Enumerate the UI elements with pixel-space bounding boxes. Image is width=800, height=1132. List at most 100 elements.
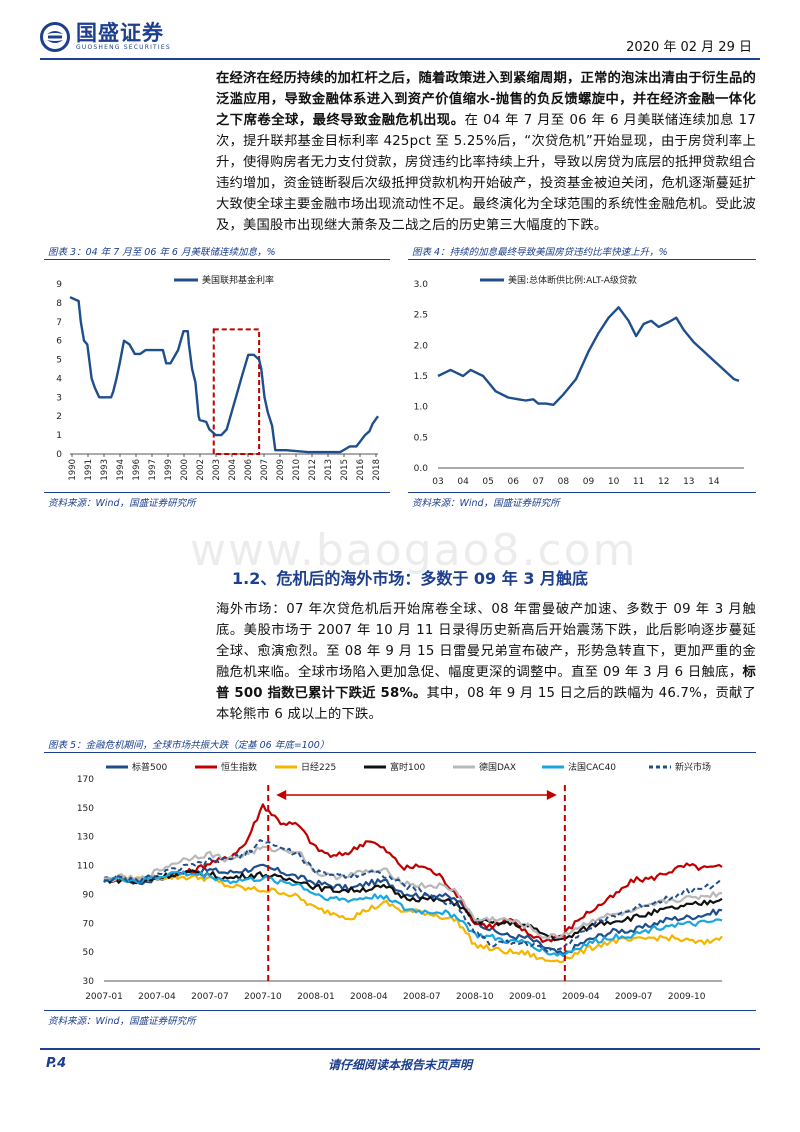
annotation-arrow-head-right [546, 790, 557, 800]
x-tick-label: 1990 [68, 459, 78, 481]
market-text-1: 海外市场：07 年次贷危机后开始席卷全球、08 年雷曼破产加速、多数于 09 年… [216, 602, 756, 680]
fig4-source: 资料来源：Wind，国盛证券研究所 [412, 498, 560, 509]
market-paragraph: 海外市场：07 年次贷危机后开始席卷全球、08 年雷曼破产加速、多数于 09 年… [216, 599, 756, 725]
y-tick-label: 2.0 [414, 341, 429, 351]
x-tick-label: 03 [432, 477, 443, 487]
series-line-6 [103, 839, 723, 954]
y-tick-label: 70 [83, 919, 95, 929]
x-tick-label: 1999 [164, 459, 174, 481]
fig5-source: 资料来源：Wind，国盛证券研究所 [48, 1016, 196, 1027]
series-line-1 [103, 803, 723, 943]
fig4-top-line [408, 259, 756, 260]
x-tick-label: 2013 [324, 459, 334, 481]
intro-normal: 在 04 年 7 月至 06 年 6 月美联储连续加息 17 次，提升联邦基金目… [216, 113, 756, 233]
y-tick-label: 30 [83, 977, 95, 987]
y-tick-label: 50 [83, 948, 95, 958]
logo-cn: 国盛证券 [76, 21, 164, 45]
x-tick-label: 2007-01 [85, 992, 123, 1002]
legend-label: 德国DAX [479, 761, 516, 773]
x-tick-label: 2008-01 [297, 992, 335, 1002]
y-tick-label: 0 [56, 450, 62, 460]
fig5-top-line [44, 752, 756, 753]
default-rate-chart: 0.0 0.5 1.0 1.5 2.0 2.5 3.0 03 04 05 06 07 08 09 10 11 1… [414, 274, 744, 487]
y-tick-label: 6 [56, 337, 62, 347]
x-tick-label: 2003 [212, 459, 222, 481]
y-tick-label: 7 [56, 318, 62, 328]
x-tick-label: 2015 [340, 459, 350, 481]
global-markets-chart: 30 50 70 90 110 130 150 170 2007-01 2007-04 2007-0… [77, 761, 723, 1002]
x-tick-label: 2010 [292, 459, 302, 481]
x-tick-label: 2000 [180, 459, 190, 481]
y-tick-label: 150 [77, 804, 94, 814]
x-tick-label: 2008-07 [403, 992, 441, 1002]
legend-label: 恒生指数 [221, 761, 257, 773]
y-tick-label: 4 [56, 374, 62, 384]
report-date: 2020 年 02 月 29 日 [626, 40, 752, 55]
fig3-bottom-line [44, 492, 390, 493]
x-tick-label: 10 [608, 477, 620, 487]
legend-label: 富时100 [390, 761, 425, 773]
legend-label: 新兴市场 [675, 761, 711, 773]
x-tick-label: 2016 [356, 459, 366, 481]
legend-label: 标普500 [132, 761, 167, 773]
y-tick-label: 90 [83, 890, 95, 900]
fig3-title: 图表 3：04 年 7 月至 06 年 6 月美联储连续加息，% [48, 247, 276, 258]
x-tick-label: 2008-04 [350, 992, 388, 1002]
y-tick-label: 8 [56, 299, 62, 309]
x-tick-label: 2006 [244, 459, 254, 481]
x-tick-label: 12 [658, 477, 669, 487]
x-tick-label: 2002 [196, 459, 206, 481]
section-title: 1.2、危机后的海外市场：多数于 09 年 3 月触底 [232, 569, 589, 588]
y-tick-label: 2 [56, 412, 62, 422]
y-tick-label: 0.0 [414, 464, 429, 474]
x-tick-label: 2012 [308, 459, 318, 481]
x-tick-label: 2004 [228, 459, 238, 481]
footer-disclaimer: 请仔细阅读本报告末页声明 [327, 1058, 472, 1072]
fed-rate-chart: 0 1 2 3 4 5 6 7 8 9 1990 1991 1993 1994 1996 1997 1999 20… [56, 274, 382, 481]
series-line-fed-rate [69, 296, 379, 454]
y-tick-label: 5 [56, 356, 62, 366]
annotation-arrow-head-left [276, 790, 287, 800]
logo-en: GUOSHENG SECURITIES [76, 44, 171, 51]
company-logo-icon [40, 22, 70, 52]
x-tick-label: 1994 [116, 459, 126, 481]
x-tick-label: 1996 [132, 459, 142, 481]
series-line-altA [437, 306, 740, 406]
x-tick-label: 13 [683, 477, 694, 487]
x-tick-label: 2009 [276, 459, 286, 481]
watermark: www.baogao8.com [190, 525, 638, 576]
x-tick-label: 1991 [84, 459, 94, 481]
fig5-bottom-line [44, 1010, 756, 1011]
legend-label: 美国:总体断供比例:ALT-A级贷款 [508, 274, 637, 286]
fig3-source: 资料来源：Wind，国盛证券研究所 [48, 498, 196, 509]
intro-paragraph: 在经济在经历持续的加杠杆之后，随着政策进入到紧缩周期，正常的泡沫出清由于衍生品的… [216, 68, 756, 236]
x-tick-label: 2007-10 [244, 992, 282, 1002]
y-tick-label: 9 [56, 280, 62, 290]
x-tick-label: 2009-07 [615, 992, 653, 1002]
x-tick-label: 14 [708, 477, 720, 487]
y-tick-label: 1.0 [414, 403, 429, 413]
x-tick-label: 05 [482, 477, 493, 487]
x-tick-label: 09 [583, 477, 595, 487]
y-tick-label: 1.5 [414, 372, 428, 382]
x-tick-label: 2007-04 [138, 992, 176, 1002]
x-tick-label: 2008-10 [456, 992, 494, 1002]
x-tick-label: 2007-07 [191, 992, 229, 1002]
highlight-box [212, 328, 261, 455]
fig5-title: 图表 5：金融危机期间，全球市场共振大跌（定基 06 年底=100） [48, 740, 330, 751]
y-tick-label: 2.5 [414, 311, 428, 321]
header-divider [40, 58, 760, 60]
legend-label: 美国联邦基金利率 [202, 274, 274, 286]
x-tick-label: 2007 [260, 459, 270, 481]
x-tick-label: 04 [457, 477, 469, 487]
x-tick-label: 1993 [100, 459, 110, 481]
market-text-2: 其中，08 年 9 月 15 日之后的跌幅为 46.7%，贡献了本轮熊市 6 成… [216, 686, 756, 722]
logo: 国盛证券 GUOSHENG SECURITIES [40, 22, 171, 52]
x-tick-label: 2018 [372, 459, 382, 481]
x-tick-label: 2009-04 [562, 992, 600, 1002]
series-line-0 [103, 863, 723, 956]
y-tick-label: 170 [77, 775, 94, 785]
y-tick-label: 1 [56, 431, 62, 441]
intro-bold: 在经济在经历持续的加杠杆之后，随着政策进入到紧缩周期，正常的泡沫出清由于衍生品的… [216, 71, 756, 128]
x-tick-label: 11 [633, 477, 644, 487]
